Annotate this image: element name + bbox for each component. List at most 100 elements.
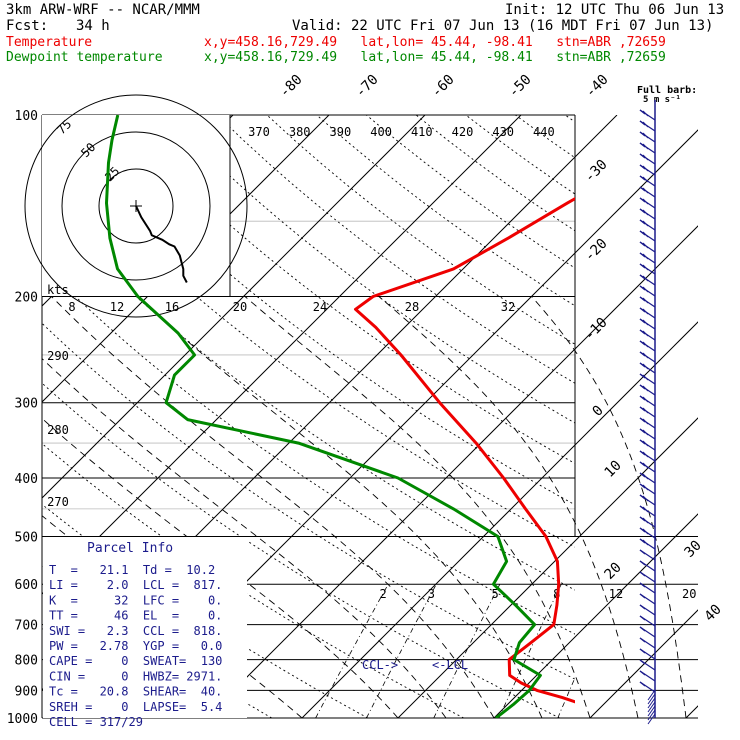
- speed-label: 24: [313, 300, 327, 314]
- wind-barb: [639, 582, 656, 594]
- hodograph-ring: [24, 94, 248, 318]
- parcel-info-row: SWI = 2.3 CCL = 818.: [49, 624, 222, 638]
- moist-adiabat: [244, 296, 591, 718]
- forecast-label: Fcst:: [6, 18, 49, 34]
- speed-label: 32: [501, 300, 515, 314]
- ccl-label: CCL->: [362, 658, 398, 672]
- theta-label: 440: [533, 125, 555, 139]
- isotherm-line: [493, 513, 698, 718]
- init-time: Init: 12 UTC Thu 06 Jun 13: [505, 2, 725, 18]
- wind-barb: [639, 472, 656, 484]
- isotherm-label: -80: [277, 72, 306, 101]
- barb-legend-value: 5 m s⁻¹: [643, 95, 681, 105]
- pressure-label: 400: [15, 472, 38, 487]
- parcel-info-row: CAPE = 0 SWEAT= 130: [49, 654, 222, 668]
- wind-barb: [639, 681, 656, 693]
- theta-label: 400: [370, 125, 392, 139]
- isotherm-label: 30: [682, 538, 705, 561]
- wind-barb: [639, 593, 656, 605]
- parcel-info-box: [43, 537, 247, 718]
- theta-label: 390: [330, 125, 352, 139]
- wind-barb: [639, 483, 656, 495]
- wind-barb: [639, 329, 656, 341]
- legend-dewpoint: Dewpoint temperature: [6, 50, 163, 65]
- wind-barb: [639, 131, 656, 143]
- pressure-label: 700: [15, 619, 38, 634]
- wind-barb: [639, 637, 656, 649]
- wind-barb: [647, 689, 656, 701]
- wind-barb: [647, 701, 656, 713]
- wind-barb: [639, 560, 656, 572]
- wind-barb: [639, 109, 656, 121]
- forecast-hour: 34 h: [76, 18, 110, 34]
- wind-barb: [639, 274, 656, 286]
- speed-label: 16: [165, 300, 179, 314]
- wind-barb: [639, 285, 656, 297]
- isotherm-line: [397, 417, 698, 718]
- mixing-ratio-label: 2: [379, 587, 386, 601]
- pressure-label: 500: [15, 530, 38, 545]
- barb-legend-title: Full barb:: [637, 85, 697, 96]
- parcel-info-row: Tc = 20.8 SHEAR= 40.: [49, 685, 222, 699]
- parcel-info-row: PW = 2.78 YGP = 0.0: [49, 639, 222, 653]
- wind-barb: [639, 659, 656, 671]
- wind-barb: [647, 693, 656, 705]
- wind-barb: [639, 450, 656, 462]
- temperature-location: x,y=458.16,729.49 lat,lon= 45.44, -98.41…: [204, 35, 666, 50]
- isotherm-line: [301, 321, 698, 718]
- mixing-ratio-line: [315, 584, 389, 718]
- wind-barb: [647, 709, 656, 721]
- wind-barb: [639, 219, 656, 231]
- dry-adiabat: [665, 115, 740, 718]
- wind-barb: [639, 571, 656, 583]
- wind-barb: [639, 351, 656, 363]
- lcl-label: <-LCL: [432, 658, 468, 672]
- wind-barb: [639, 461, 656, 473]
- dry-adiabat: [266, 115, 575, 345]
- pressure-label: 1000: [7, 712, 38, 727]
- wind-barb: [647, 713, 656, 725]
- isotherm-label: -70: [353, 72, 382, 101]
- isotherm-line: [205, 225, 698, 718]
- mixing-ratio-line: [366, 584, 437, 718]
- speed-label: 28: [405, 300, 419, 314]
- wind-barb: [639, 384, 656, 396]
- isotherm-label: 20: [602, 560, 625, 583]
- wind-barb: [639, 186, 656, 198]
- dry-adiabat: [42, 382, 560, 718]
- dry-adiabat: [615, 115, 740, 718]
- parcel-info-row: LI = 2.0 LCL = 817.: [49, 578, 222, 592]
- wind-barb: [639, 615, 656, 627]
- wind-barb: [639, 362, 656, 374]
- model-title: 3km ARW-WRF -- NCAR/MMM: [6, 2, 200, 18]
- parcel-info-row: CELL = 317/29: [49, 715, 143, 729]
- wind-barb: [647, 705, 656, 717]
- isotherm-label: -60: [429, 72, 458, 101]
- isotherm-label: -30: [582, 157, 611, 186]
- wind-barb: [639, 538, 656, 550]
- parcel-info-row: T = 21.1 Td = 10.2: [49, 563, 215, 577]
- dewpoint-profile: [105, 115, 542, 718]
- pressure-label: 300: [15, 397, 38, 412]
- wind-barb: [639, 395, 656, 407]
- isotherm-line: [589, 609, 698, 718]
- pressure-label: 600: [15, 578, 38, 593]
- theta-label: 430: [492, 125, 514, 139]
- isotherm-label: -50: [506, 72, 535, 101]
- dry-adiabat: [167, 115, 575, 424]
- isotherm-line: [685, 705, 698, 718]
- wind-barb: [639, 604, 656, 616]
- theta-label-low: 270: [47, 495, 69, 509]
- wind-barb: [639, 670, 656, 682]
- wind-barb: [639, 373, 656, 385]
- isotherm-label: -10: [582, 315, 611, 344]
- dewpoint-location: x,y=458.16,729.49 lat,lon= 45.44, -98.41…: [204, 50, 666, 65]
- wind-barb: [647, 697, 656, 709]
- theta-label: 380: [289, 125, 311, 139]
- parcel-info-row: K = 32 LFC = 0.: [49, 593, 222, 607]
- wind-barb: [639, 175, 656, 187]
- theta-label: 420: [452, 125, 474, 139]
- wind-barb: [639, 318, 656, 330]
- speed-label: 12: [110, 300, 124, 314]
